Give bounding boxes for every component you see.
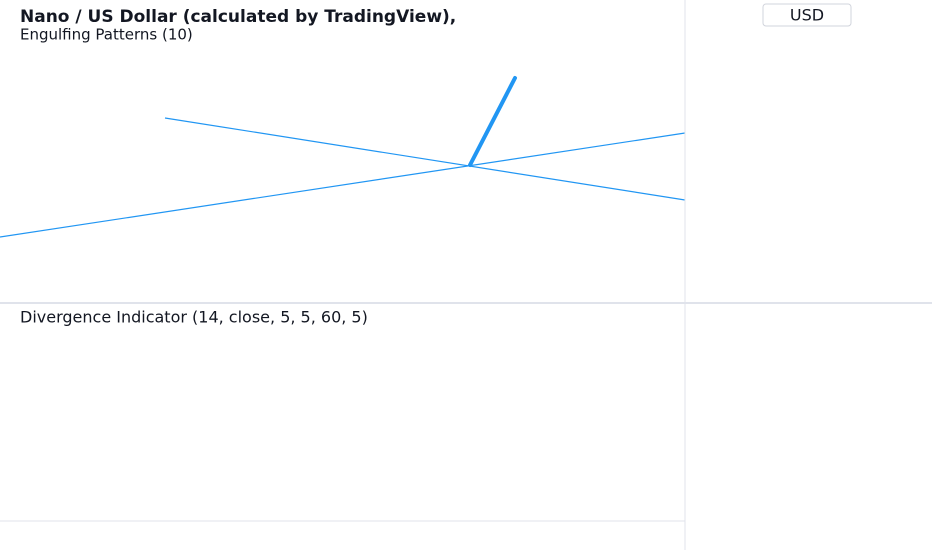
trend-line [0, 132, 686, 238]
indicator-label: Engulfing Patterns (10) [20, 26, 193, 44]
projection-arrow [468, 76, 517, 167]
trend-line [164, 117, 686, 201]
currency-label[interactable]: USD [790, 6, 824, 25]
currency-button[interactable] [762, 3, 852, 27]
chart-title: Nano / US Dollar (calculated by TradingV… [20, 7, 456, 27]
indicator-title: Divergence Indicator (14, close, 5, 5, 6… [20, 308, 368, 327]
